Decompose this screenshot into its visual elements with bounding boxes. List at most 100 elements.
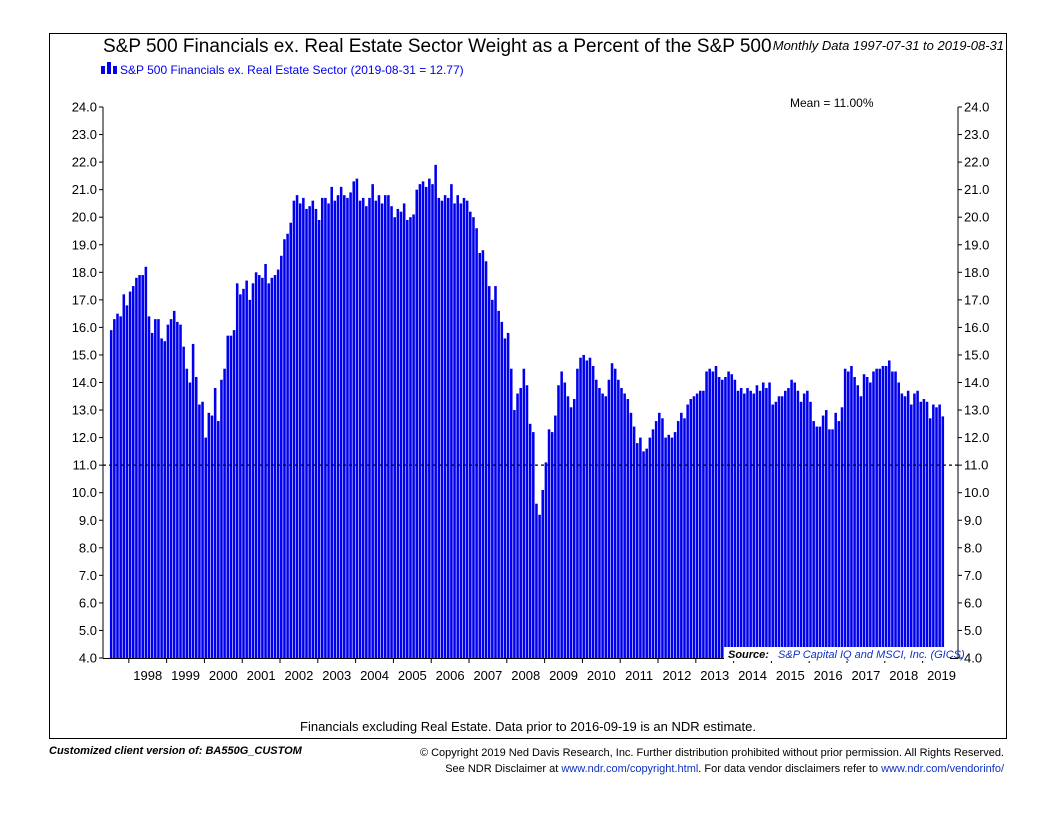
bar	[179, 324, 182, 658]
disclaimer-mid: . For data vendor disclaimers refer to	[698, 763, 879, 775]
bar	[472, 217, 475, 658]
bar	[428, 178, 431, 658]
bar	[182, 346, 185, 658]
bar	[308, 206, 311, 658]
bar	[667, 434, 671, 658]
x-tick-label: 2004	[360, 668, 389, 683]
bar	[648, 437, 652, 658]
bar	[204, 437, 207, 658]
bar	[283, 239, 286, 659]
y-tick-label-right: 18.0	[964, 265, 989, 280]
x-tick-label: 2019	[927, 668, 956, 683]
bar	[138, 275, 141, 658]
bar	[859, 396, 863, 658]
y-tick-label-left: 19.0	[72, 237, 97, 252]
bar	[207, 412, 211, 658]
bar	[355, 178, 359, 658]
bar	[491, 299, 494, 658]
y-tick-label-left: 20.0	[72, 210, 97, 225]
bar	[409, 217, 412, 658]
bar	[560, 371, 563, 658]
bar	[547, 429, 551, 658]
bar	[887, 360, 891, 658]
bar	[913, 393, 916, 658]
bar	[431, 184, 434, 658]
bar	[311, 200, 315, 659]
copyright-link[interactable]: www.ndr.com/copyright.html	[561, 763, 699, 775]
bar	[336, 195, 340, 658]
bar	[544, 462, 548, 658]
bar	[131, 286, 135, 658]
bar	[714, 365, 718, 658]
bar	[780, 396, 784, 658]
vendorinfo-link[interactable]: www.ndr.com/vendorinfo/	[881, 763, 1004, 775]
bar	[683, 418, 686, 658]
bar	[632, 426, 636, 658]
bar	[339, 186, 343, 658]
bar	[399, 211, 403, 658]
bar	[424, 186, 428, 658]
bar	[761, 382, 765, 658]
bar	[576, 368, 579, 658]
bar	[198, 404, 201, 658]
source-prefix: Source:	[728, 649, 769, 661]
bar	[500, 321, 504, 658]
bar	[497, 310, 500, 658]
bar	[698, 390, 702, 658]
bar	[796, 390, 800, 658]
bar	[743, 393, 746, 658]
bar	[787, 388, 790, 658]
y-tick-label-left: 22.0	[72, 155, 97, 170]
bar	[522, 368, 526, 658]
bar	[919, 401, 923, 658]
bar	[856, 385, 860, 658]
bar	[317, 219, 321, 658]
bar	[828, 429, 831, 658]
bar	[213, 388, 217, 658]
bar	[746, 388, 749, 658]
bar	[938, 404, 941, 658]
bar	[415, 189, 419, 658]
bar	[935, 407, 938, 658]
bar	[396, 208, 400, 658]
x-tick-label: 2011	[625, 668, 653, 683]
bar	[604, 396, 608, 658]
axes-group: 4.0 4.0 5.0 5.0 6.0 6.0 7.0 7.0 8.0 8.0 9.0 9.0 10.0…	[72, 100, 990, 684]
bar	[484, 261, 488, 658]
bar	[264, 264, 267, 658]
bar	[736, 390, 740, 658]
bar	[739, 388, 743, 658]
bar	[352, 181, 356, 658]
bar	[875, 368, 878, 658]
y-tick-label-left: 13.0	[72, 403, 97, 418]
y-tick-label-left: 21.0	[72, 182, 97, 197]
y-tick-label-right: 12.0	[964, 430, 989, 445]
legend-swatch	[101, 66, 105, 74]
y-tick-label-right: 24.0	[964, 100, 989, 115]
bar	[254, 272, 258, 658]
bar	[689, 399, 693, 658]
bar	[229, 335, 233, 658]
bar	[802, 393, 806, 658]
bar	[569, 407, 573, 658]
y-tick-label-right: 10.0	[964, 485, 989, 500]
bar	[610, 363, 614, 658]
bar	[676, 421, 680, 658]
x-tick-label: 2017	[851, 668, 880, 683]
bar	[847, 371, 850, 658]
bar	[525, 385, 529, 658]
bar	[402, 203, 406, 658]
bar	[891, 371, 894, 658]
bar	[774, 401, 778, 658]
bar	[692, 396, 696, 658]
bar	[680, 412, 683, 658]
bar	[116, 313, 119, 659]
bar	[201, 401, 204, 658]
bar	[629, 412, 633, 658]
bar	[257, 275, 261, 658]
bar	[541, 489, 545, 658]
chart-frame	[49, 33, 1007, 739]
bar	[566, 396, 570, 658]
bar	[393, 217, 396, 658]
y-tick-label-left: 10.0	[72, 485, 97, 500]
